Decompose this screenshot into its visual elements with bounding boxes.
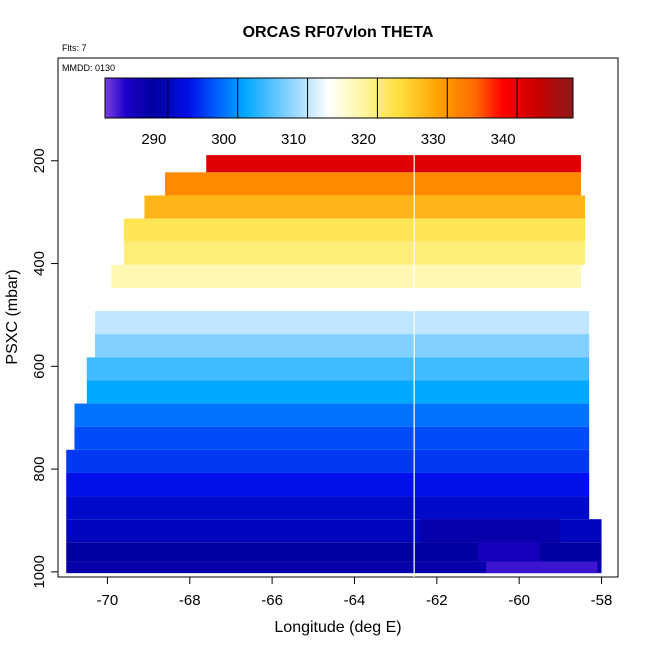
heatmap-cell	[486, 561, 598, 574]
x-tick-label: -64	[344, 592, 366, 609]
x-tick-label: -68	[179, 592, 201, 609]
x-tick-label: -60	[508, 592, 530, 609]
x-axis: -70 -68 -66 -64 -62 -60 -58	[97, 577, 613, 609]
chart-title: ORCAS RF07vlon THETA	[243, 24, 434, 41]
heatmap-band	[95, 311, 590, 335]
heatmap-band	[74, 426, 590, 450]
colorbar-ticks: 290 300 310 320 330 340	[141, 78, 518, 148]
y-tick-label: 600	[31, 354, 48, 379]
heatmap-band	[123, 218, 586, 242]
heatmap-band	[144, 195, 586, 219]
colorbar-tick-label: 310	[281, 131, 306, 148]
y-tick-label: 800	[31, 457, 48, 482]
heatmap-band	[111, 264, 581, 288]
heatmap-band	[95, 334, 590, 358]
heatmap-band	[66, 449, 590, 473]
plot-frame	[57, 57, 619, 578]
colorbar-tick-label: 300	[211, 131, 236, 148]
colorbar	[104, 77, 574, 119]
heatmap-band	[103, 287, 586, 312]
heatmap-cell	[478, 542, 540, 562]
heatmap-band	[66, 542, 602, 562]
heatmap-band	[206, 155, 581, 173]
heatmap-band	[66, 561, 602, 574]
y-tick-label: 400	[31, 251, 48, 276]
y-axis-title: PSXC (mbar)	[4, 269, 21, 364]
colorbar-tick-label: 320	[351, 131, 376, 148]
y-tick-label: 1000	[31, 555, 48, 588]
x-axis-title: Longitude (deg E)	[274, 619, 401, 636]
y-axis: 200 400 600 800 1000	[31, 148, 58, 589]
y-tick-label: 200	[31, 148, 48, 173]
colorbar-tick-label: 290	[141, 131, 166, 148]
mmdd-label: MMDD: 0130	[62, 63, 115, 73]
heatmap-rows	[66, 155, 602, 574]
heatmap-band	[165, 172, 581, 196]
x-tick-label: -66	[261, 592, 283, 609]
heatmap-band	[66, 472, 590, 497]
heatmap-band	[74, 403, 590, 427]
heatmap-band	[86, 380, 590, 404]
heatmap-band	[123, 241, 586, 265]
heatmap-cell	[420, 519, 561, 543]
x-tick-label: -70	[97, 592, 119, 609]
colorbar-tick-label: 330	[421, 131, 446, 148]
x-tick-label: -62	[426, 592, 448, 609]
flights-label: Flts: 7	[62, 43, 87, 53]
heatmap-band	[86, 357, 590, 381]
colorbar-tick-label: 340	[491, 131, 516, 148]
x-tick-label: -58	[591, 592, 613, 609]
heatmap-band	[66, 496, 590, 520]
